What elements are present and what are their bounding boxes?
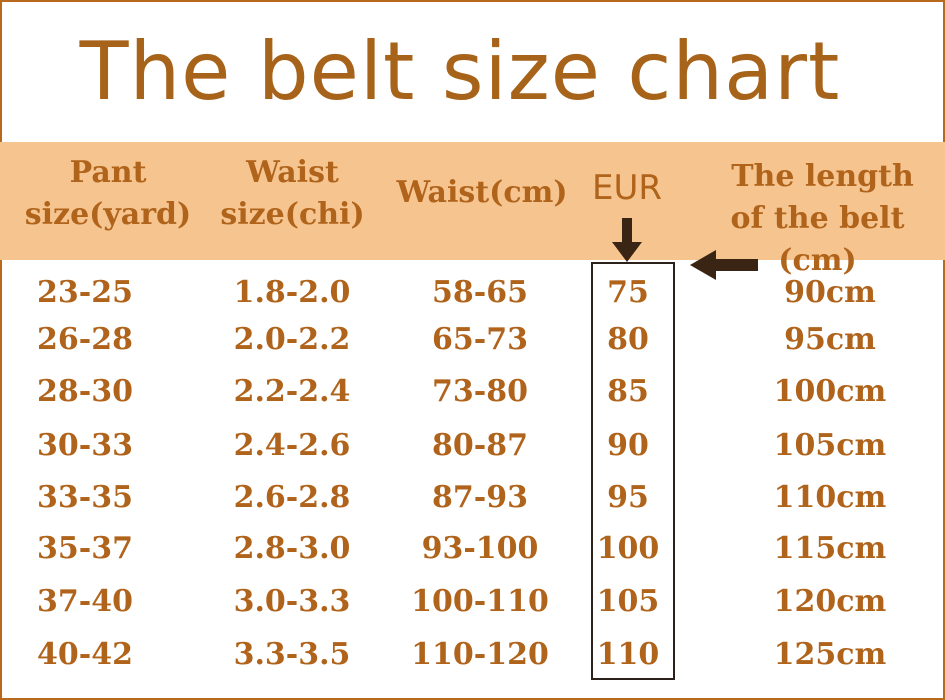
belt-length-cell: 90cm (784, 275, 876, 310)
belt-length-cell: 110cm (773, 480, 887, 515)
eur-cell: 105 (596, 584, 660, 619)
pant-size-cell: 37-40 (37, 584, 133, 619)
arrow-left-icon (690, 250, 758, 280)
waist-chi-cell: 3.3-3.5 (233, 637, 351, 672)
header-pant-size-line2: size(yard) (24, 197, 192, 232)
eur-cell: 75 (607, 275, 649, 310)
table-row: 35-37 2.8-3.0 93-100 100 115cm (0, 522, 945, 575)
header-belt-length-line1: The length (731, 159, 914, 194)
table-row: 26-28 2.0-2.2 65-73 80 95cm (0, 313, 945, 366)
table-row: 37-40 3.0-3.3 100-110 105 120cm (0, 575, 945, 628)
eur-cell: 110 (596, 637, 660, 672)
waist-chi-cell: 1.8-2.0 (233, 275, 351, 310)
header-pant-size: Pant size(yard) (18, 152, 198, 236)
eur-cell: 90 (607, 428, 649, 463)
header-waist-chi-line1: Waist (246, 155, 339, 190)
table-row: 28-30 2.2-2.4 73-80 85 100cm (0, 365, 945, 418)
pant-size-cell: 26-28 (37, 322, 133, 357)
belt-length-cell: 95cm (784, 322, 876, 357)
eur-cell: 85 (607, 374, 649, 409)
pant-size-cell: 30-33 (37, 428, 133, 463)
eur-cell: 95 (607, 480, 649, 515)
header-belt-length-line2: of the belt (cm) (730, 201, 905, 278)
table-row: 33-35 2.6-2.8 87-93 95 110cm (0, 471, 945, 524)
header-waist-cm: Waist(cm) (396, 175, 568, 210)
waist-cm-cell: 58-65 (432, 275, 528, 310)
belt-length-cell: 100cm (773, 374, 887, 409)
waist-cm-cell: 80-87 (432, 428, 528, 463)
table-row: 30-33 2.4-2.6 80-87 90 105cm (0, 419, 945, 472)
eur-cell: 80 (607, 322, 649, 357)
belt-length-cell: 120cm (773, 584, 887, 619)
eur-cell: 100 (596, 531, 660, 566)
waist-chi-cell: 3.0-3.3 (233, 584, 351, 619)
belt-length-cell: 105cm (773, 428, 887, 463)
waist-cm-cell: 110-120 (411, 637, 549, 672)
header-pant-size-line1: Pant (69, 155, 147, 190)
waist-cm-cell: 100-110 (411, 584, 549, 619)
header-waist-chi: Waist size(chi) (205, 152, 380, 236)
eur-column-highlight (591, 262, 675, 680)
waist-cm-cell: 87-93 (432, 480, 528, 515)
waist-chi-cell: 2.8-3.0 (233, 531, 351, 566)
waist-chi-cell: 2.0-2.2 (233, 322, 351, 357)
pant-size-cell: 33-35 (37, 480, 133, 515)
pant-size-cell: 35-37 (37, 531, 133, 566)
table-row: 40-42 3.3-3.5 110-120 110 125cm (0, 628, 945, 681)
waist-cm-cell: 65-73 (432, 322, 528, 357)
waist-chi-cell: 2.2-2.4 (233, 374, 351, 409)
chart-title: The belt size chart (79, 25, 841, 118)
belt-length-cell: 125cm (773, 637, 887, 672)
waist-cm-cell: 73-80 (432, 374, 528, 409)
pant-size-cell: 28-30 (37, 374, 133, 409)
belt-length-cell: 115cm (773, 531, 887, 566)
pant-size-cell: 40-42 (37, 637, 133, 672)
waist-cm-cell: 93-100 (421, 531, 539, 566)
waist-chi-cell: 2.4-2.6 (233, 428, 351, 463)
arrow-down-icon (612, 218, 642, 262)
header-waist-chi-line2: size(chi) (220, 197, 365, 232)
header-eur: EUR (592, 168, 662, 208)
header-belt-length: The length of the belt (cm) (690, 156, 945, 282)
waist-chi-cell: 2.6-2.8 (233, 480, 351, 515)
header-band (0, 142, 945, 260)
table-row: 23-25 1.8-2.0 58-65 75 90cm (0, 266, 945, 319)
pant-size-cell: 23-25 (37, 275, 133, 310)
